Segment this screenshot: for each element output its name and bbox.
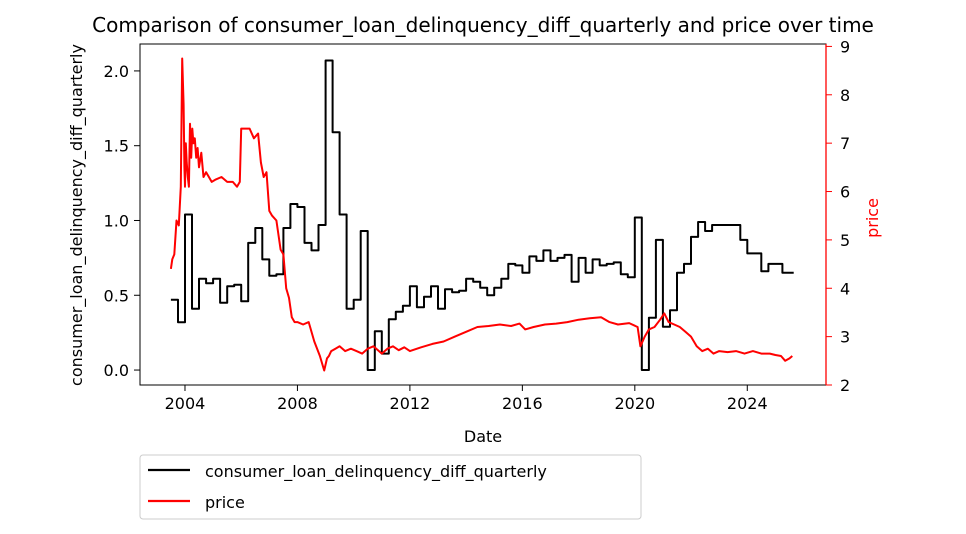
chart-title: Comparison of consumer_loan_delinquency_… [92,13,874,37]
y-axis-right: 2 3 4 5 6 7 8 9 [826,37,850,395]
series-line-price [169,57,793,372]
y-left-tick-label-3: 1.5 [104,137,129,156]
x-tick-label-0: 2004 [165,394,206,413]
y-left-tick-label-2: 1.0 [104,211,129,230]
x-axis-label: Date [464,427,502,446]
x-tick-label-5: 2024 [727,394,768,413]
plot-area [169,57,794,372]
series-line-delinquency [170,59,794,371]
y-axis-left: 0.0 0.5 1.0 1.5 2.0 [104,62,140,380]
y-right-tick-label-2: 4 [840,279,850,298]
y-axis-left-label: consumer_loan_delinquency_diff_quarterly [67,44,87,386]
y-right-tick-label-0: 2 [840,376,850,395]
y-left-tick-label-4: 2.0 [104,62,129,81]
x-tick-label-2: 2012 [390,394,431,413]
legend-label-price: price [205,493,245,512]
plot-frame [139,43,827,386]
legend-label-delinquency: consumer_loan_delinquency_diff_quarterly [205,462,547,482]
y-right-tick-label-4: 6 [840,183,850,202]
y-axis-right-label: price [863,198,882,238]
x-tick-label-3: 2016 [502,394,543,413]
y-right-tick-label-1: 3 [840,328,850,347]
x-tick-label-4: 2020 [614,394,655,413]
x-tick-label-1: 2008 [277,394,318,413]
legend: consumer_loan_delinquency_diff_quarterly… [139,454,642,520]
legend-box [139,454,642,520]
y-left-tick-label-0: 0.0 [104,361,129,380]
y-right-tick-label-3: 5 [840,231,850,250]
y-right-tick-label-7: 9 [840,37,850,56]
y-right-tick-label-5: 7 [840,134,850,153]
y-left-tick-label-1: 0.5 [104,286,129,305]
x-axis: 2004 2008 2012 2016 2020 2024 [165,385,768,413]
y-right-tick-label-6: 8 [840,86,850,105]
